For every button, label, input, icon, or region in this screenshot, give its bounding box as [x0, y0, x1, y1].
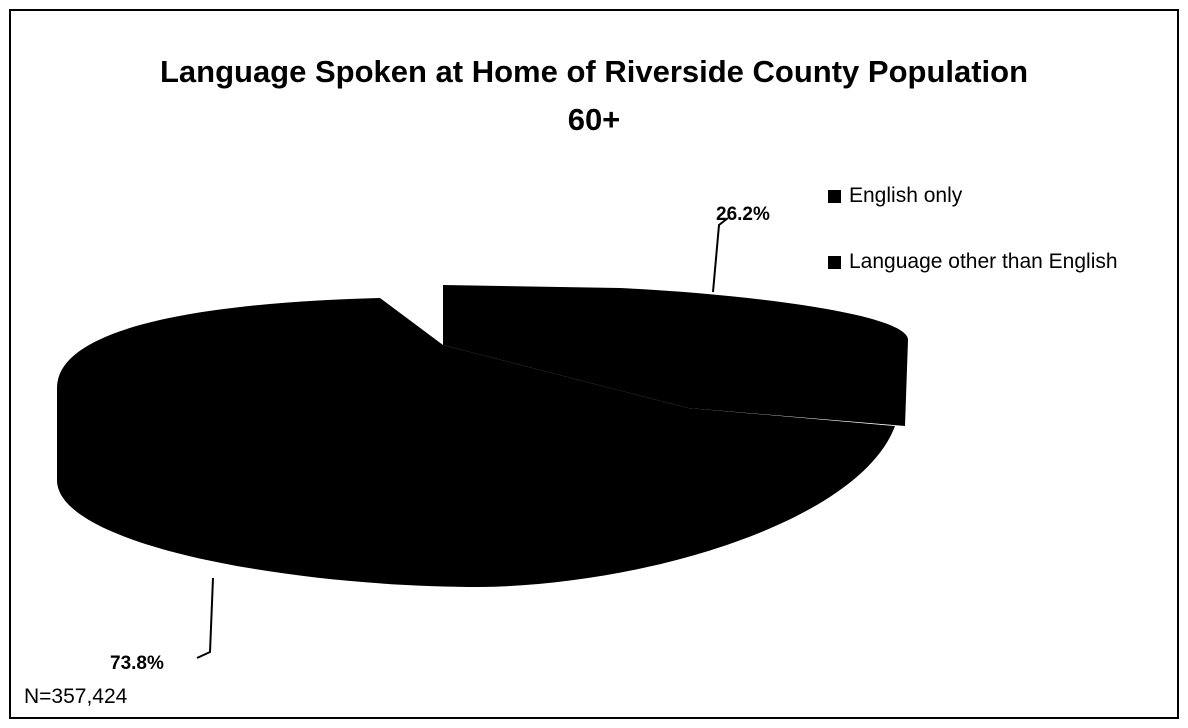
pie-slice-other-language — [57, 298, 895, 587]
data-label-other: 73.8% — [110, 653, 164, 674]
pie-slice-english-only — [443, 285, 908, 426]
chart-legend: English only Language other than English — [828, 180, 1118, 312]
chart-title-line1: Language Spoken at Home of Riverside Cou… — [159, 54, 1029, 89]
sample-size-note: N=357,424 — [24, 685, 128, 708]
chart-title-line2: 60+ — [567, 102, 621, 137]
legend-item-english: English only — [828, 180, 1118, 212]
leader-line-english — [712, 217, 729, 293]
data-label-english: 26.2% — [716, 204, 770, 225]
legend-swatch-english — [828, 189, 841, 203]
legend-item-other: Language other than English — [828, 246, 1118, 278]
chart-title: Language Spoken at Home of Riverside Cou… — [0, 48, 1188, 144]
leader-line-other — [196, 577, 214, 659]
legend-label-other: Language other than English — [849, 250, 1118, 273]
legend-swatch-other — [828, 255, 841, 269]
legend-label-english: English only — [849, 184, 963, 207]
